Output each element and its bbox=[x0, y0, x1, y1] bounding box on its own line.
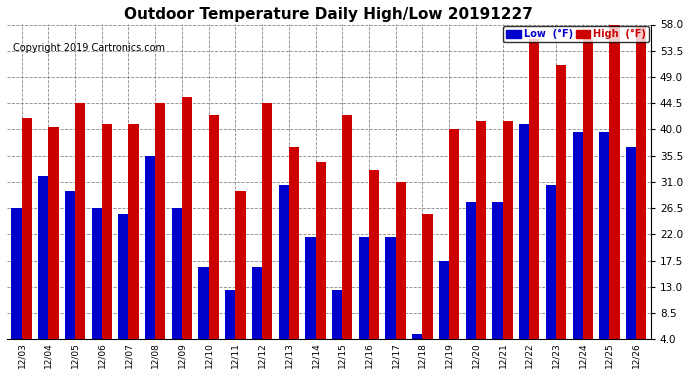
Bar bbox=[75, 103, 86, 339]
Bar bbox=[599, 132, 609, 339]
Text: Copyright 2019 Cartronics.com: Copyright 2019 Cartronics.com bbox=[13, 44, 166, 53]
Legend: Low  (°F), High  (°F): Low (°F), High (°F) bbox=[503, 27, 649, 42]
Bar bbox=[359, 237, 369, 339]
Bar bbox=[21, 118, 32, 339]
Bar bbox=[92, 208, 102, 339]
Bar bbox=[12, 208, 21, 339]
Bar bbox=[573, 132, 582, 339]
Bar bbox=[235, 191, 246, 339]
Bar bbox=[626, 147, 636, 339]
Bar bbox=[609, 24, 620, 339]
Bar bbox=[289, 147, 299, 339]
Bar bbox=[519, 124, 529, 339]
Bar bbox=[102, 124, 112, 339]
Bar bbox=[476, 121, 486, 339]
Bar bbox=[199, 267, 208, 339]
Bar bbox=[145, 156, 155, 339]
Bar bbox=[252, 267, 262, 339]
Bar bbox=[493, 202, 502, 339]
Bar bbox=[395, 182, 406, 339]
Bar bbox=[502, 121, 513, 339]
Bar bbox=[208, 115, 219, 339]
Bar bbox=[466, 202, 476, 339]
Bar bbox=[65, 191, 75, 339]
Bar bbox=[386, 237, 395, 339]
Bar bbox=[155, 103, 166, 339]
Bar bbox=[172, 208, 182, 339]
Bar bbox=[262, 103, 273, 339]
Bar bbox=[225, 290, 235, 339]
Bar bbox=[128, 124, 139, 339]
Bar bbox=[332, 290, 342, 339]
Bar bbox=[422, 214, 433, 339]
Bar bbox=[556, 65, 566, 339]
Bar bbox=[439, 261, 449, 339]
Bar bbox=[546, 185, 556, 339]
Bar bbox=[529, 39, 540, 339]
Bar bbox=[119, 214, 128, 339]
Bar bbox=[582, 39, 593, 339]
Bar bbox=[279, 185, 289, 339]
Title: Outdoor Temperature Daily High/Low 20191227: Outdoor Temperature Daily High/Low 20191… bbox=[124, 7, 533, 22]
Bar bbox=[306, 237, 315, 339]
Bar bbox=[38, 176, 48, 339]
Bar bbox=[412, 334, 422, 339]
Bar bbox=[48, 126, 59, 339]
Bar bbox=[342, 115, 353, 339]
Bar bbox=[636, 27, 647, 339]
Bar bbox=[369, 170, 379, 339]
Bar bbox=[449, 129, 460, 339]
Bar bbox=[182, 98, 192, 339]
Bar bbox=[315, 162, 326, 339]
